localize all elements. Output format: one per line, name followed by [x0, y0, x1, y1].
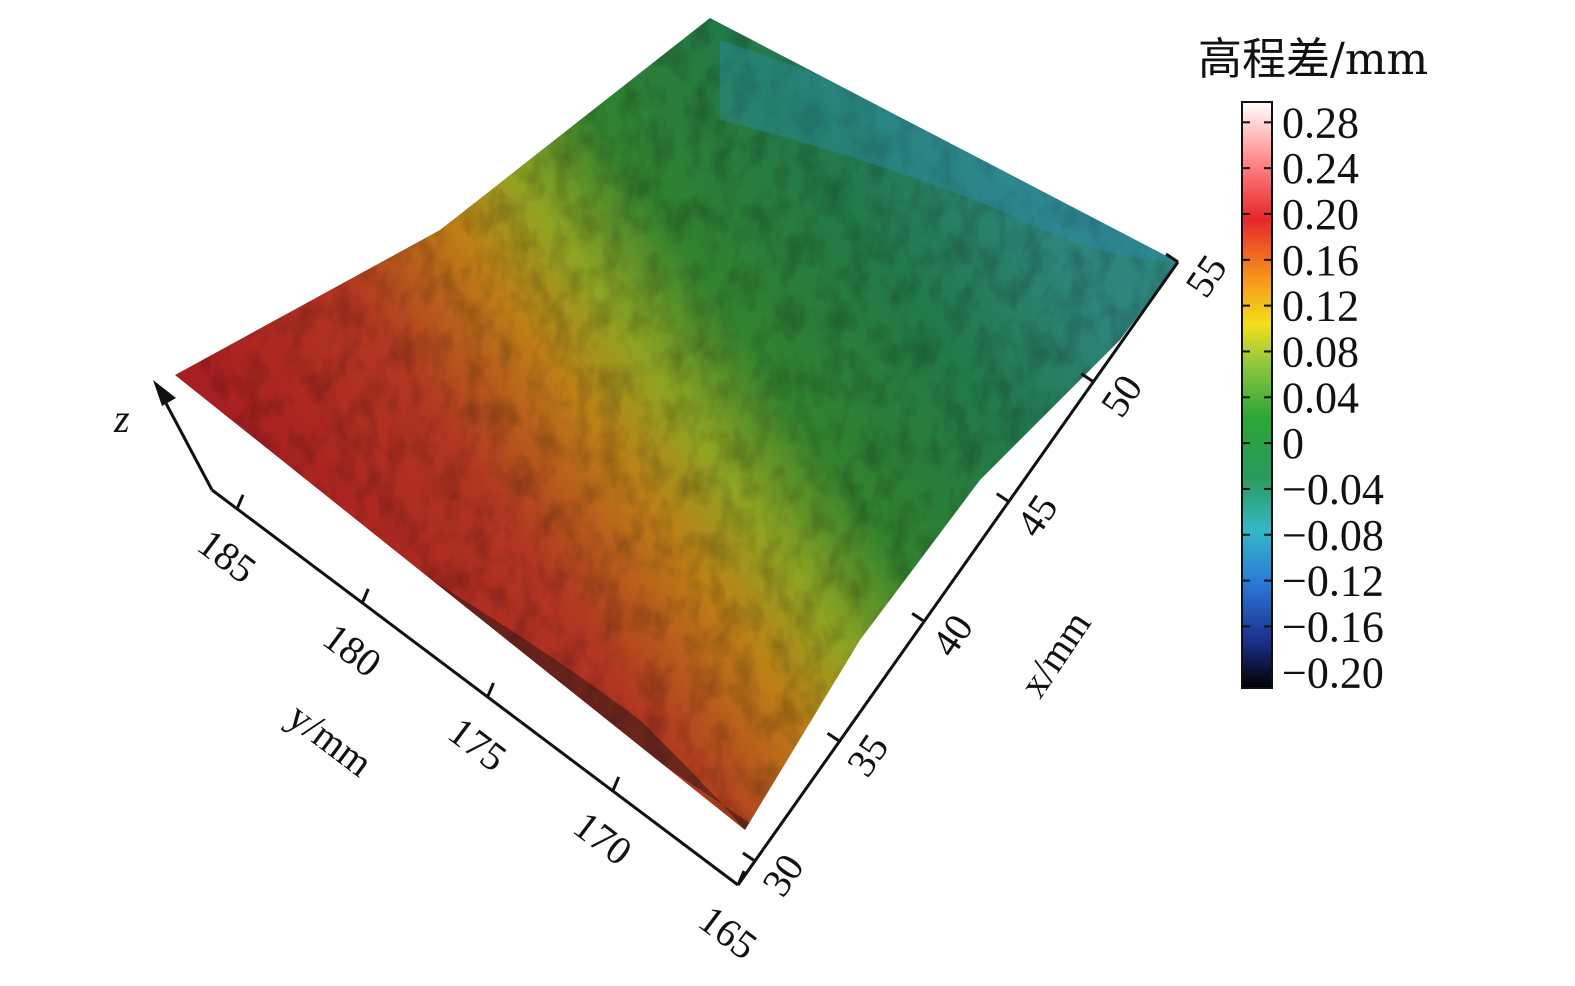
x-tick-label-40: 40 [922, 606, 982, 664]
x-tick-label-30: 30 [753, 846, 813, 904]
y-tick-170 [611, 776, 621, 792]
y-tick-165 [736, 870, 746, 886]
x-tick-35 [826, 731, 841, 743]
colorbar-label-5: 0.08 [1282, 327, 1359, 376]
x-tick-40 [911, 612, 925, 623]
colorbar-label-9: −0.08 [1282, 511, 1384, 560]
colorbar-label-7: 0 [1282, 419, 1304, 468]
colorbar-label-12: −0.20 [1282, 648, 1384, 697]
colorbar-label-1: 0.24 [1282, 144, 1359, 193]
x-tick-label-35: 35 [838, 726, 898, 784]
y-tick-label-185: 185 [190, 520, 265, 592]
colorbar-label-2: 0.20 [1282, 190, 1359, 239]
x-tick-45 [995, 492, 1010, 503]
surface-low-region [720, 40, 1178, 262]
x-tick-55 [1165, 252, 1179, 264]
x-tick-30 [742, 851, 756, 863]
x-tick-label-45: 45 [1007, 486, 1067, 544]
z-axis-line [158, 391, 214, 491]
colorbar-label-8: −0.04 [1282, 465, 1384, 514]
y-tick-180 [360, 588, 370, 604]
y-tick-175 [486, 682, 495, 698]
colorbar-label-0: 0.28 [1282, 98, 1359, 147]
z-axis-arrowhead [153, 380, 176, 406]
colorbar-gradient [1241, 101, 1273, 689]
colorbar-label-4: 0.12 [1282, 282, 1359, 331]
y-tick-185 [235, 494, 245, 510]
x-axis-title: x/mm [1010, 602, 1100, 705]
y-tick-label-165: 165 [691, 896, 766, 968]
x-axis-line [736, 261, 1180, 886]
x-tick-label-55: 55 [1176, 247, 1236, 305]
axes-frame [158, 261, 1180, 887]
y-axis-title: y/mm [280, 693, 382, 785]
colorbar-label-6: 0.04 [1282, 373, 1359, 422]
x-tick-label-50: 50 [1092, 367, 1152, 425]
colorbar: 高程差/mm 0.280.240.200.160.120.080.040−0.0… [1198, 34, 1428, 697]
colorbar-ticks: 0.280.240.200.160.120.080.040−0.04−0.08−… [1242, 98, 1384, 697]
z-axis-title: z [113, 396, 130, 441]
colorbar-label-3: 0.16 [1282, 236, 1359, 285]
y-axis-line [211, 488, 739, 887]
tick-marks [235, 252, 1179, 886]
colorbar-label-10: −0.12 [1282, 557, 1384, 606]
y-tick-label-175: 175 [440, 708, 515, 780]
colorbar-label-11: −0.16 [1282, 602, 1384, 651]
x-tick-50 [1080, 372, 1095, 384]
y-tick-label-170: 170 [565, 802, 640, 874]
colorbar-title: 高程差/mm [1198, 34, 1428, 85]
y-tick-label-180: 180 [315, 614, 390, 686]
